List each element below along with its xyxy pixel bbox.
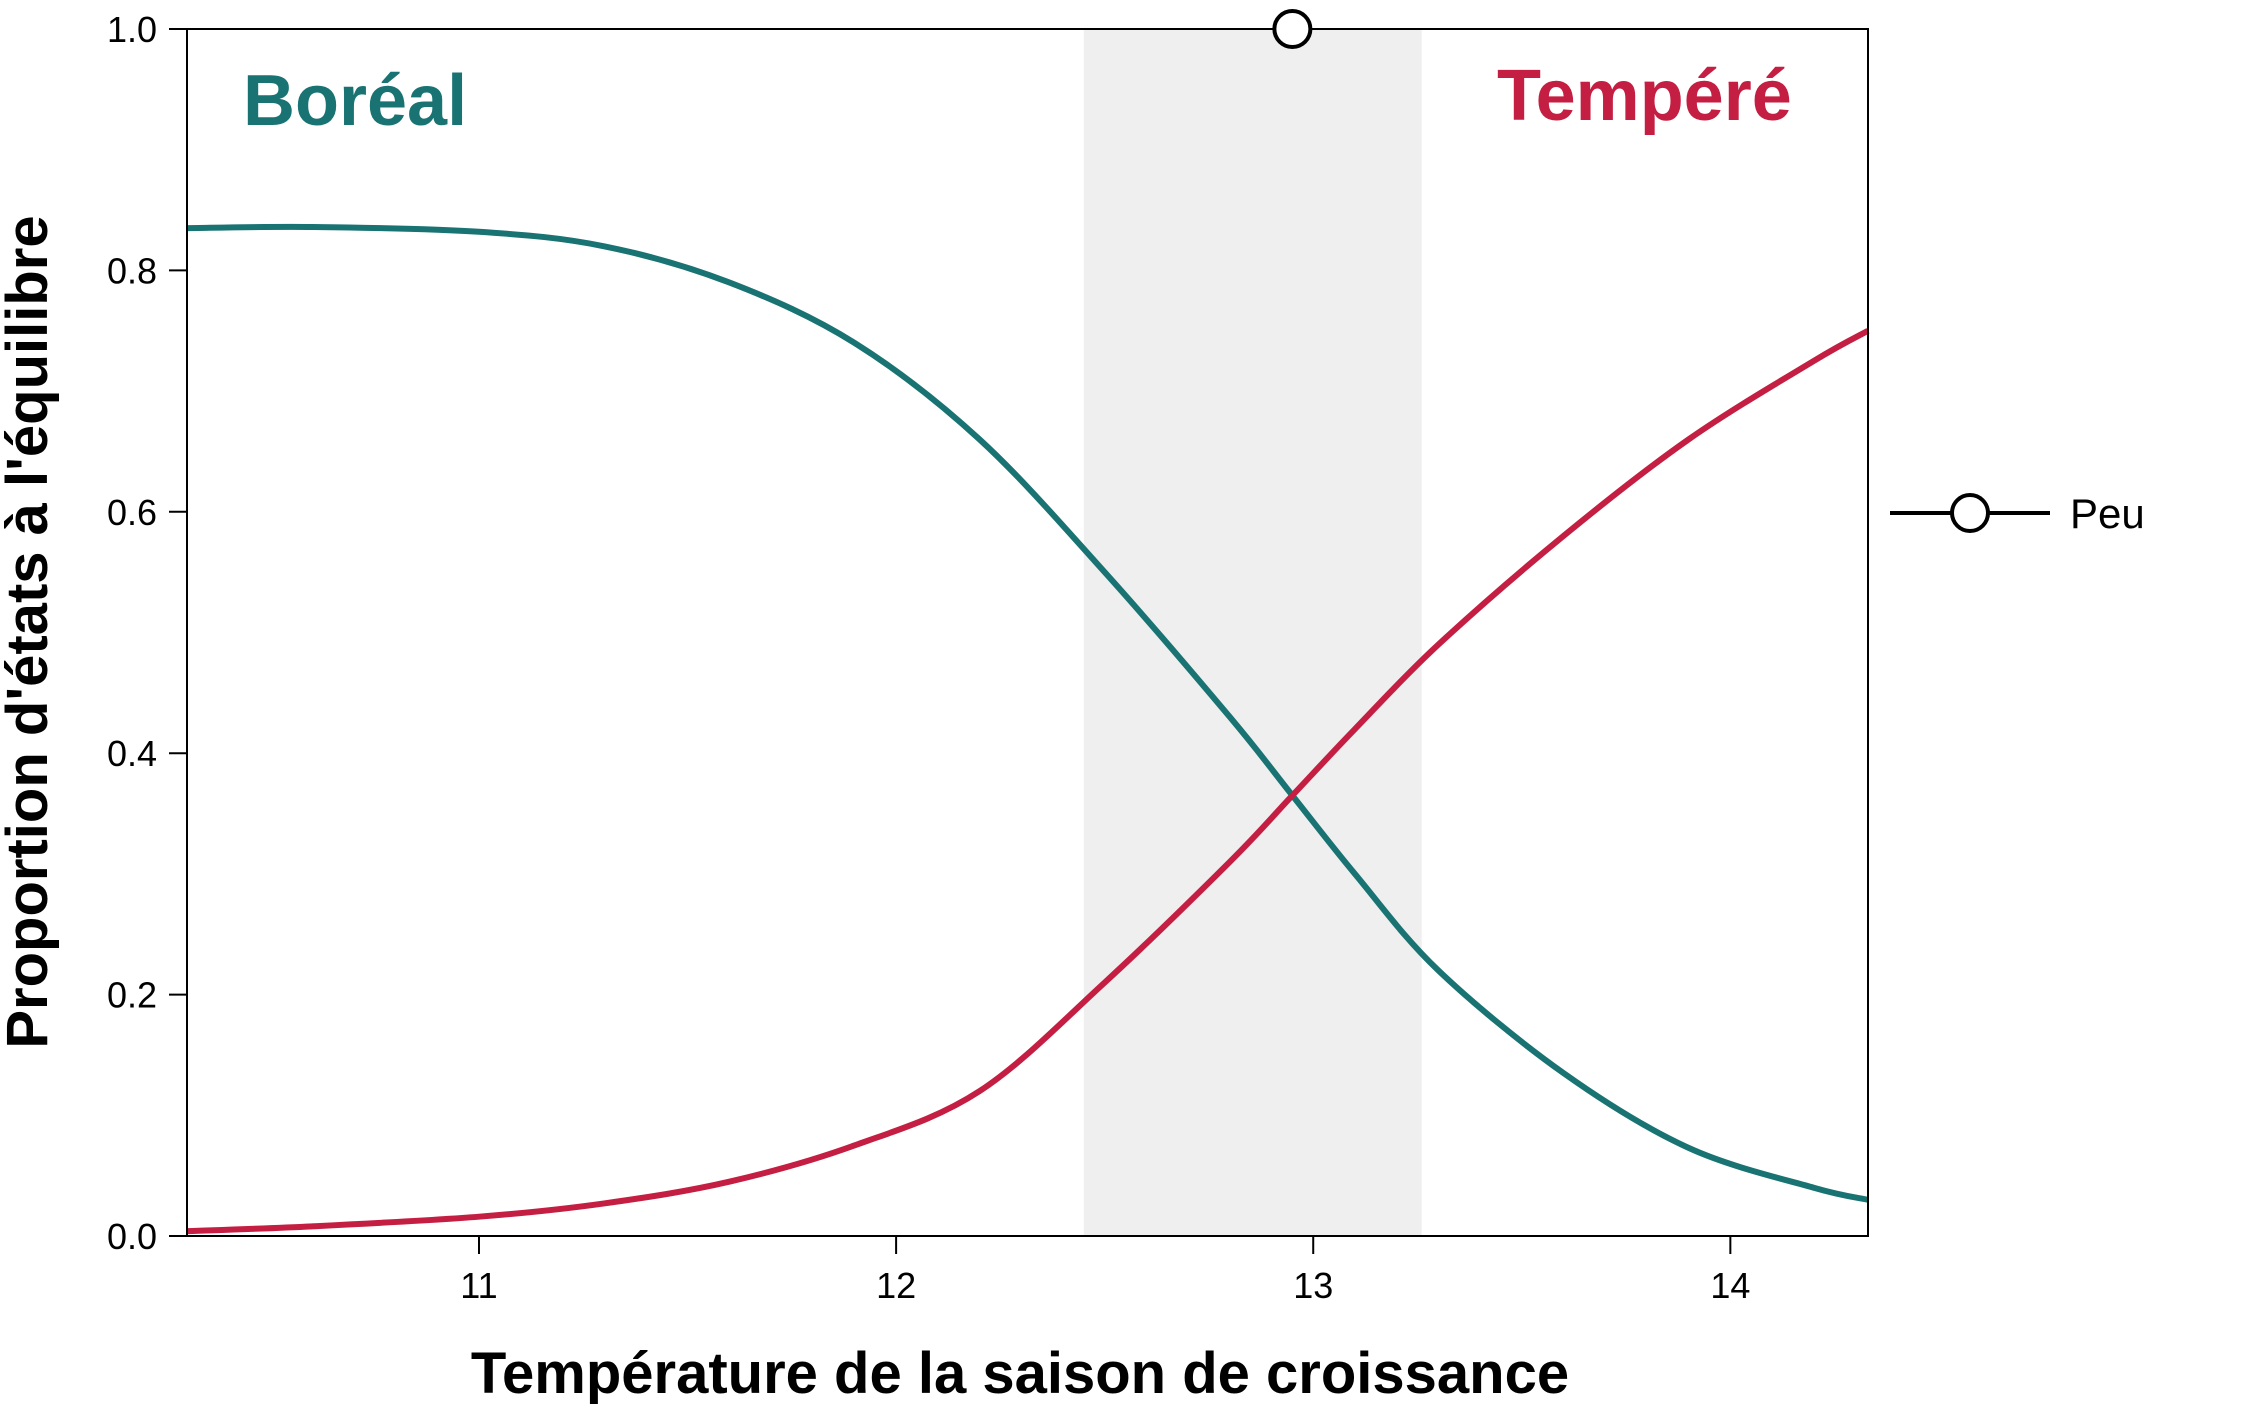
series-line-1 bbox=[186, 328, 1870, 1235]
x-axis-title: Température de la saison de croissance bbox=[471, 1341, 1569, 1404]
x-tick-label: 12 bbox=[876, 1265, 916, 1306]
y-tick-label: 0.8 bbox=[107, 250, 157, 291]
series-layer bbox=[186, 223, 1870, 1235]
x-tick-label: 14 bbox=[1710, 1265, 1750, 1306]
x-axis: 11 12 13 14 bbox=[460, 1236, 1750, 1306]
series-line-0 bbox=[186, 223, 1869, 1203]
top-marker bbox=[1272, 9, 1313, 49]
y-tick-label: 1.0 bbox=[107, 9, 157, 50]
y-axis-title: Proportion d'états à l'équilibre bbox=[0, 215, 60, 1048]
x-tick-label: 13 bbox=[1293, 1265, 1333, 1306]
shaded-region bbox=[1083, 29, 1422, 1236]
y-axis: 0.0 0.2 0.4 0.6 0.8 1.0 bbox=[107, 9, 187, 1257]
y-tick-label: 0.4 bbox=[107, 733, 157, 774]
legend: Peu bbox=[1890, 490, 2145, 537]
y-tick-label: 0.2 bbox=[107, 975, 157, 1016]
plot-frame bbox=[186, 28, 1869, 1237]
legend-marker bbox=[1950, 493, 1990, 533]
y-tick-label: 0.6 bbox=[107, 492, 157, 533]
region-label-tempere: Tempéré bbox=[1497, 56, 1792, 136]
legend-label: Peu bbox=[2070, 490, 2145, 537]
region-label-boreal: Boréal bbox=[243, 61, 467, 141]
y-tick-label: 0.0 bbox=[107, 1216, 157, 1257]
x-tick-label: 11 bbox=[460, 1265, 497, 1306]
